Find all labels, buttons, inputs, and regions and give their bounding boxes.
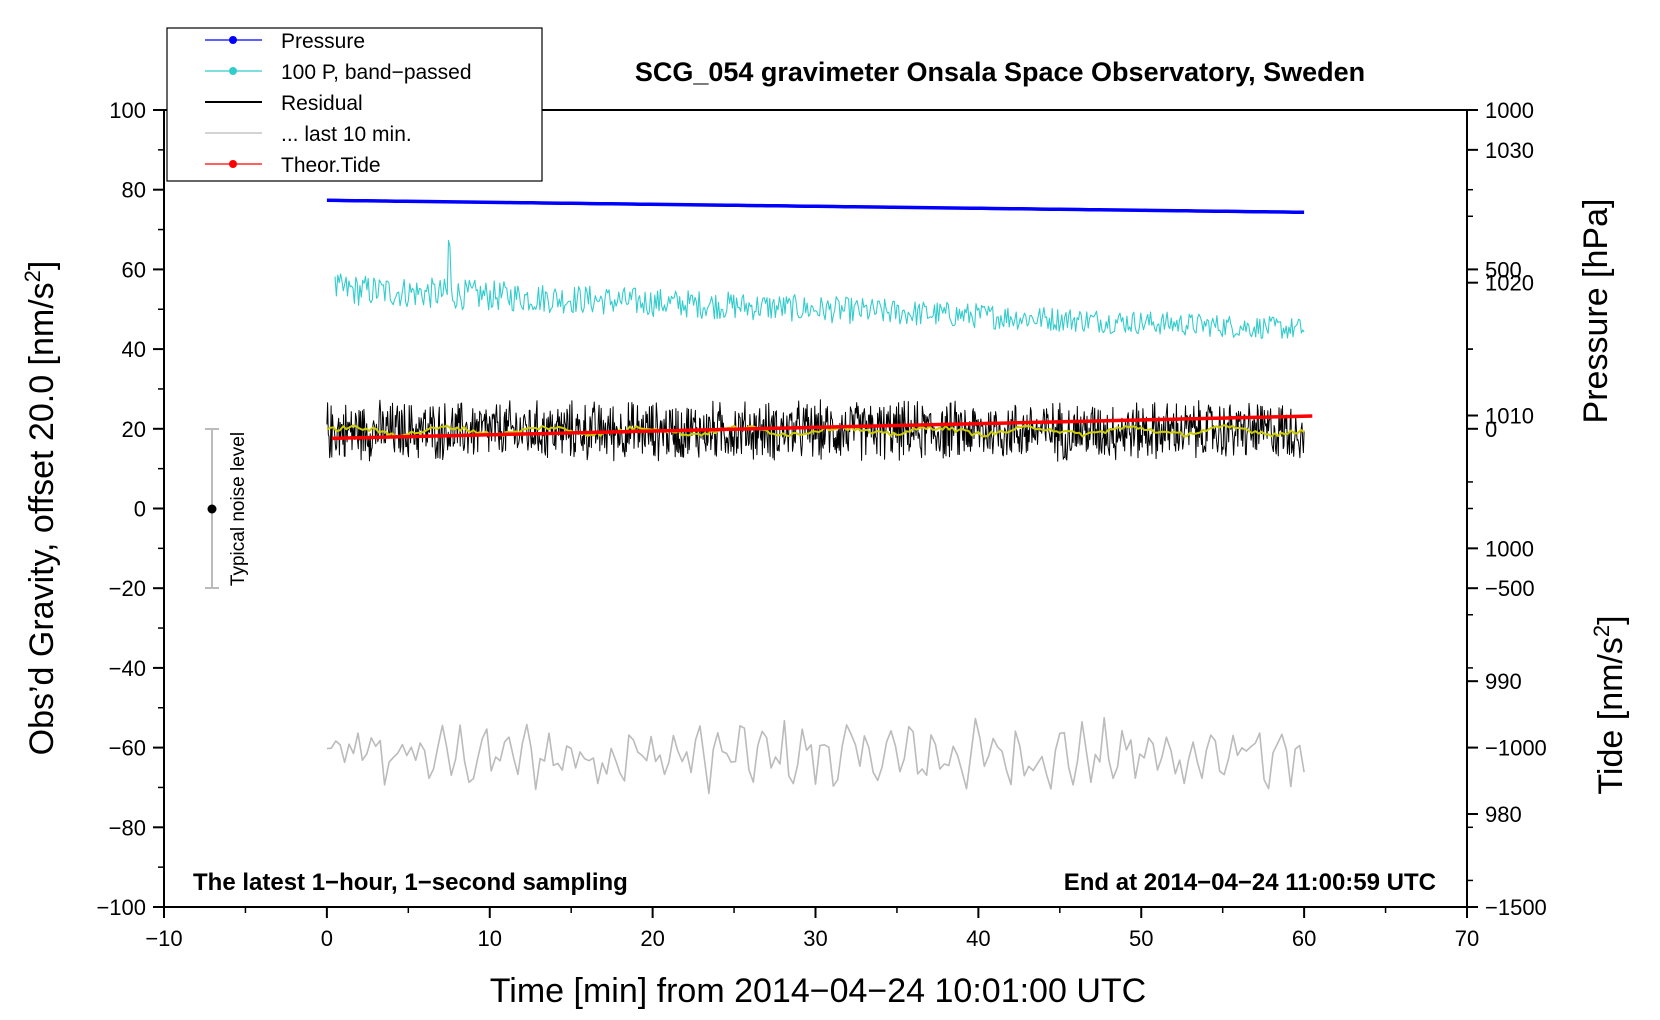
pressure-tick-label: 990 bbox=[1485, 669, 1522, 694]
x-axis: −10 0 10 20 30 40 50 60 70 bbox=[145, 907, 1479, 951]
tide-tick-label: −1000 bbox=[1485, 736, 1547, 761]
x-tick-label: 0 bbox=[321, 926, 333, 951]
series-layer bbox=[326, 198, 1313, 795]
legend-label: Theor.Tide bbox=[281, 154, 381, 177]
series-last-10-min bbox=[326, 716, 1305, 795]
tide-tick-label: 0 bbox=[1485, 417, 1497, 442]
legend-label: Pressure bbox=[281, 30, 365, 53]
legend-label: ... last 10 min. bbox=[281, 123, 412, 146]
y-axis-title-tide: Tide [nm/s2] bbox=[1589, 615, 1630, 794]
series-band-passed-pressure bbox=[334, 239, 1305, 339]
legend-marker bbox=[229, 36, 237, 44]
tide-tick-label: −500 bbox=[1485, 576, 1535, 601]
noise-bar: Typical noise level bbox=[205, 428, 249, 589]
y-tick-label: 80 bbox=[122, 178, 146, 203]
x-axis-title: Time [min] from 2014−04−24 10:01:00 UTC bbox=[490, 972, 1146, 1010]
chart-title: SCG_054 gravimeter Onsala Space Observat… bbox=[635, 57, 1365, 87]
y-axis-title-left: Obs’d Gravity, offset 20.0 [nm/s2] bbox=[20, 261, 61, 756]
x-tick-label: 50 bbox=[1129, 926, 1153, 951]
y-tick-label: −20 bbox=[109, 576, 146, 601]
x-tick-label: 30 bbox=[803, 926, 827, 951]
series-theoretical-tide bbox=[331, 414, 1313, 441]
pressure-tick-label: 1020 bbox=[1485, 271, 1534, 296]
y-axis-title-pressure: Pressure [hPa] bbox=[1577, 199, 1615, 424]
legend-label: Residual bbox=[281, 92, 363, 115]
y-tick-label: 40 bbox=[122, 337, 146, 362]
plot-frame bbox=[163, 109, 1468, 908]
y-axis-title-tide-end: ] bbox=[1592, 615, 1630, 624]
y-axis-title-left-end: ] bbox=[23, 261, 61, 270]
y-tick-label: 0 bbox=[134, 497, 146, 522]
legend-label: 100 P, band−passed bbox=[281, 61, 472, 84]
y-axis-title-left-main: Obs’d Gravity, offset 20.0 [nm/s bbox=[23, 282, 61, 755]
tide-tick-label: 500 bbox=[1485, 257, 1522, 282]
y-tick-label: 60 bbox=[122, 257, 146, 282]
x-tick-label: 40 bbox=[966, 926, 990, 951]
y-axis-right-tide: 1000 500 0 −500 −1000 −1500 bbox=[1467, 98, 1547, 920]
x-tick-label: 70 bbox=[1455, 926, 1479, 951]
y-axis-title-left-sup: 2 bbox=[20, 270, 45, 282]
y-axis-title-tide-main: Tide [nm/s bbox=[1592, 637, 1630, 794]
noise-bar-label: Typical noise level bbox=[228, 432, 249, 586]
y-axis-left: 100 80 60 40 20 0 −20 −40 −60 −80 −100 bbox=[96, 98, 164, 920]
y-tick-label: −100 bbox=[96, 895, 146, 920]
y-axis-title-tide-sup: 2 bbox=[1589, 625, 1614, 637]
pressure-tick-label: 1030 bbox=[1485, 138, 1534, 163]
x-tick-label: 60 bbox=[1292, 926, 1316, 951]
y-tick-label: 100 bbox=[109, 98, 146, 123]
pressure-tick-label: 1010 bbox=[1485, 404, 1534, 429]
noise-bar-dot bbox=[207, 504, 217, 514]
x-tick-label: 10 bbox=[478, 926, 502, 951]
legend-box bbox=[166, 27, 543, 182]
y-tick-label: −40 bbox=[109, 656, 146, 681]
tide-tick-label: 1000 bbox=[1485, 98, 1534, 123]
y-tick-label: 20 bbox=[122, 417, 146, 442]
series-pressure bbox=[326, 198, 1305, 215]
legend-marker bbox=[229, 67, 237, 75]
legend-marker bbox=[229, 160, 237, 168]
x-tick-label: 20 bbox=[640, 926, 664, 951]
y-tick-label: −60 bbox=[109, 736, 146, 761]
pressure-tick-label: 1000 bbox=[1485, 536, 1534, 561]
legend: Pressure 100 P, band−passed Residual ... la… bbox=[166, 27, 543, 182]
annotation-left: The latest 1−hour, 1−second sampling bbox=[193, 869, 628, 896]
pressure-tick-label: 980 bbox=[1485, 802, 1522, 827]
x-tick-label: −10 bbox=[145, 926, 182, 951]
tide-tick-label: −1500 bbox=[1485, 895, 1547, 920]
y-axis-right-pressure: 1030 1020 1010 1000 990 980 bbox=[1467, 138, 1534, 882]
series-residual bbox=[326, 399, 1305, 462]
annotation-right: End at 2014−04−24 11:00:59 UTC bbox=[1064, 869, 1436, 896]
y-tick-label: −80 bbox=[109, 815, 146, 840]
